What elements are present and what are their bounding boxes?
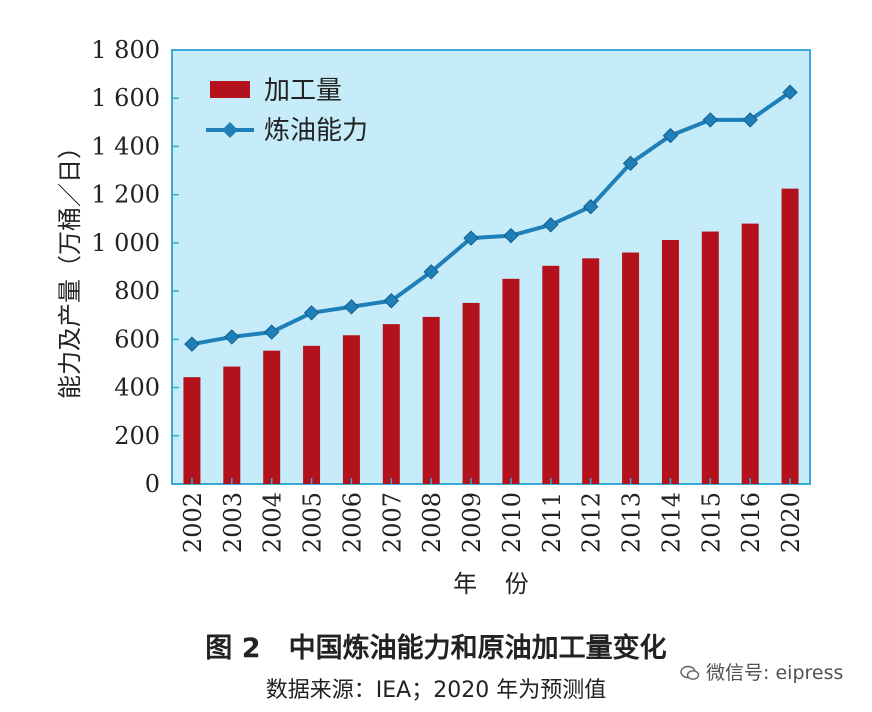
capacity-point-2006 bbox=[343, 299, 360, 315]
legend-diamond-marker bbox=[222, 122, 238, 138]
bar-2007 bbox=[382, 324, 400, 484]
y-axis: 0 200 400 600 800 1 000 1 200 1 400 1 600 1 800 bbox=[91, 36, 179, 498]
y-tick-label: 200 bbox=[114, 422, 160, 450]
x-tick-label: 2011 bbox=[538, 492, 566, 553]
bar-2006 bbox=[342, 335, 360, 484]
capacity-point-2014 bbox=[662, 127, 679, 144]
y-tick-label: 1 400 bbox=[91, 132, 160, 160]
watermark-text: 微信号: eipress bbox=[706, 662, 844, 684]
capacity-point-2011 bbox=[543, 217, 559, 233]
watermark: 微信号: eipress bbox=[680, 658, 843, 685]
x-tick-label: 2015 bbox=[697, 492, 725, 553]
wechat-icon bbox=[680, 665, 700, 680]
x-tick-label: 2003 bbox=[219, 492, 247, 553]
bar-2002 bbox=[183, 377, 201, 484]
capacity-point-2015 bbox=[702, 112, 719, 128]
legend-line-label: 炼油能力 bbox=[264, 116, 368, 146]
x-axis-label: 年 份 bbox=[453, 570, 539, 598]
bar-2015 bbox=[701, 231, 719, 484]
bar-2014 bbox=[661, 239, 679, 484]
capacity-point-2003 bbox=[224, 329, 240, 345]
y-axis-label: 能力及产量（万桶／日） bbox=[56, 135, 84, 399]
figure-source: 数据来源：IEA；2020 年为预测值 bbox=[265, 678, 607, 703]
x-tick-label: 2009 bbox=[458, 492, 486, 553]
x-tick-label: 2005 bbox=[299, 492, 327, 553]
bar-2003 bbox=[223, 366, 241, 484]
y-tick-label: 400 bbox=[114, 374, 160, 402]
capacity-point-2020 bbox=[782, 84, 798, 100]
x-tick-label: 2013 bbox=[618, 492, 646, 553]
y-tick-label: 1 800 bbox=[91, 36, 160, 64]
line-series bbox=[184, 84, 798, 352]
capacity-point-2012 bbox=[582, 199, 599, 215]
capacity-point-2007 bbox=[383, 293, 400, 309]
x-tick-label: 2008 bbox=[418, 492, 446, 553]
x-tick-label: 2012 bbox=[578, 492, 606, 553]
figure-caption: 图 2 中国炼油能力和原油加工量变化 bbox=[205, 633, 667, 664]
capacity-point-2005 bbox=[303, 305, 320, 321]
y-tick-label: 1 000 bbox=[91, 229, 160, 257]
capacity-point-2009 bbox=[463, 230, 479, 246]
y-tick-label: 600 bbox=[114, 325, 160, 353]
bar-2012 bbox=[582, 258, 600, 484]
bar-2011 bbox=[542, 265, 560, 484]
bar-2004 bbox=[263, 350, 281, 484]
bar-2005 bbox=[303, 345, 321, 484]
x-tick-label: 2016 bbox=[737, 492, 765, 553]
x-tick-label: 2020 bbox=[777, 492, 805, 553]
y-tick-label: 1 200 bbox=[91, 181, 160, 209]
capacity-point-2008 bbox=[423, 264, 439, 280]
legend-bar-label: 加工量 bbox=[264, 76, 342, 106]
bar-2010 bbox=[502, 278, 520, 484]
bar-2013 bbox=[622, 252, 640, 484]
x-tick-label: 2002 bbox=[179, 492, 207, 553]
x-tick-label: 2004 bbox=[259, 492, 287, 553]
y-tick-label: 800 bbox=[114, 277, 160, 305]
x-tick-label: 2010 bbox=[498, 492, 526, 553]
y-tick-label: 0 bbox=[145, 470, 160, 498]
x-tick-label: 2014 bbox=[657, 492, 685, 553]
capacity-point-2013 bbox=[622, 155, 639, 172]
capacity-line bbox=[191, 90, 792, 347]
bar-2020 bbox=[781, 188, 799, 484]
x-tick-label: 2007 bbox=[378, 492, 406, 553]
legend-bar-swatch bbox=[210, 81, 250, 98]
x-tick-label: 2006 bbox=[338, 492, 366, 553]
bar-2016 bbox=[741, 223, 759, 484]
bar-2009 bbox=[462, 302, 480, 484]
capacity-point-2002 bbox=[184, 336, 200, 352]
x-axis: 2002 2003 2004 2005 2006 2007 2008 2009 2010 2011… bbox=[179, 478, 805, 553]
capacity-point-2016 bbox=[742, 112, 758, 128]
bar-2008 bbox=[422, 316, 440, 484]
bar-series bbox=[183, 188, 799, 484]
capacity-point-2004 bbox=[263, 324, 280, 340]
capacity-point-2010 bbox=[503, 227, 519, 244]
y-tick-label: 1 600 bbox=[91, 84, 160, 112]
